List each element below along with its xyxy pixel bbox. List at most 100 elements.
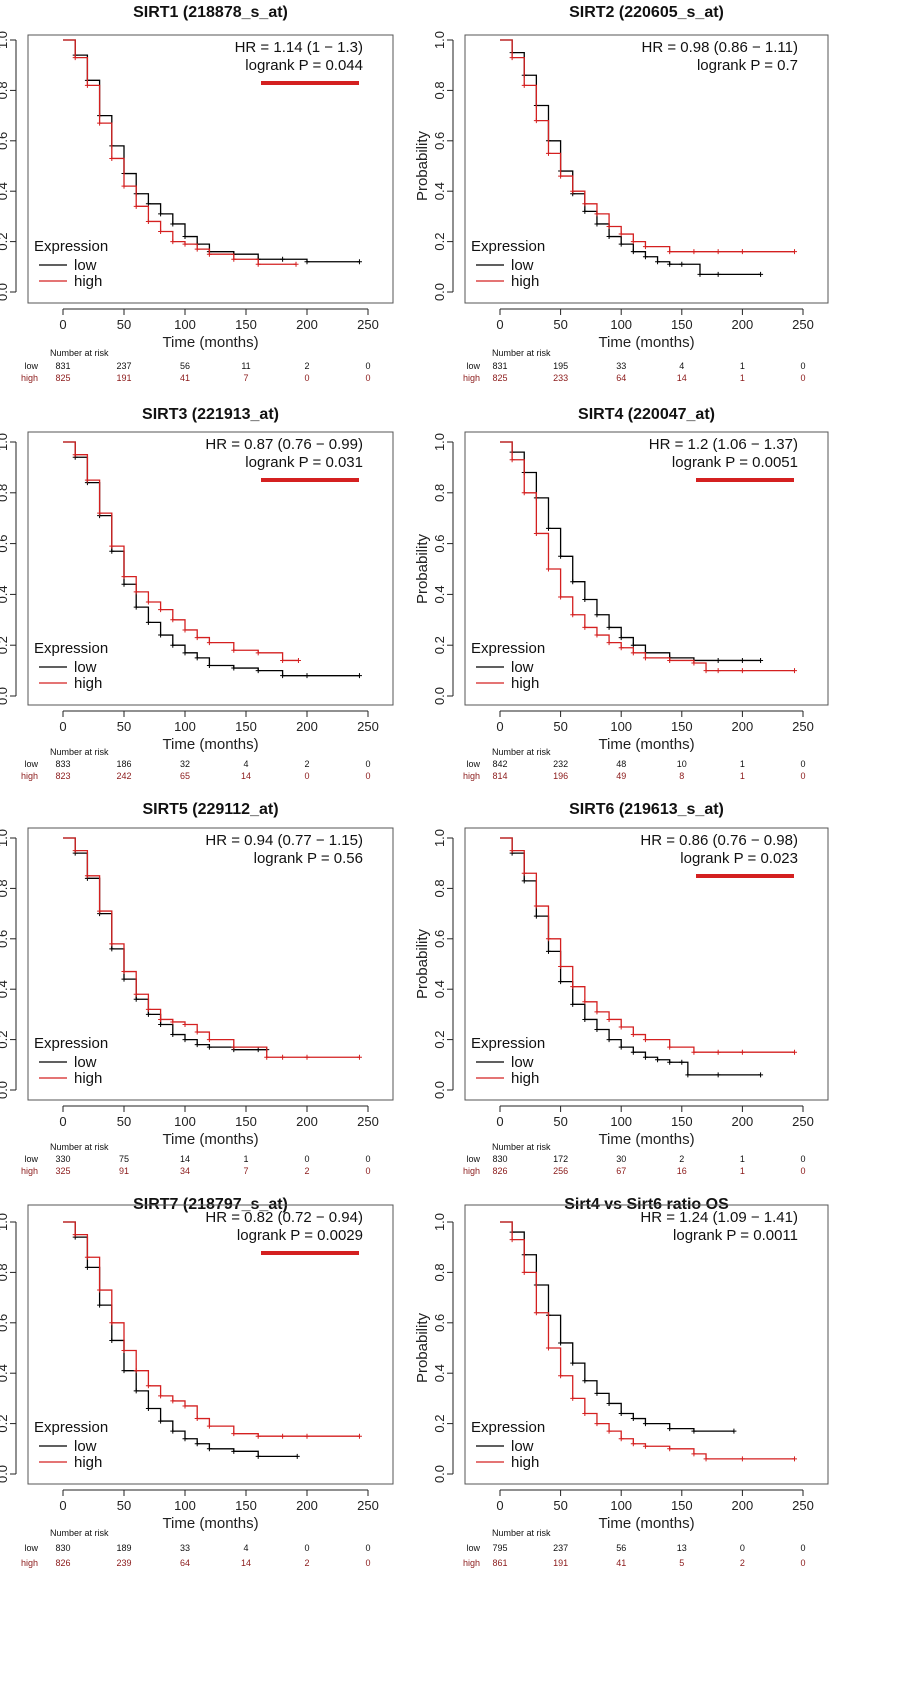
censor-mark-high xyxy=(264,1054,270,1060)
km-panel-2: SIRT2 (220605_s_at) 0.0 0.2 0.4 0.6 0.8 1.0 Pro… xyxy=(414,4,829,383)
y-tick-label: 0.0 xyxy=(0,283,10,301)
risk-count-high: 1 xyxy=(740,373,745,383)
censor-mark-low xyxy=(182,650,188,656)
censor-mark-low xyxy=(255,1047,261,1053)
risk-count-high: 14 xyxy=(677,373,687,383)
censor-mark-high xyxy=(84,1254,90,1260)
censor-mark-high xyxy=(145,1383,151,1389)
x-tick-label: 0 xyxy=(496,1114,503,1129)
censor-mark-high xyxy=(739,249,745,255)
censor-mark-high xyxy=(691,660,697,666)
risk-count-high: 191 xyxy=(553,1558,568,1568)
risk-table-label: Number at risk xyxy=(492,747,551,757)
x-tick-label: 0 xyxy=(59,1498,66,1513)
y-tick-label: 0.2 xyxy=(0,233,10,251)
censor-mark-high xyxy=(231,256,237,262)
censor-mark-high xyxy=(182,241,188,247)
logrank-p-text: logrank P = 0.0011 xyxy=(673,1227,798,1244)
risk-row-label-low: low xyxy=(24,759,38,769)
plot-frame xyxy=(27,827,394,1101)
x-tick-label: 250 xyxy=(357,1498,379,1513)
censor-mark-high xyxy=(280,657,286,663)
y-tick-label: 0.8 xyxy=(0,484,10,502)
risk-count-high: 16 xyxy=(677,1166,687,1176)
significance-bar xyxy=(696,874,794,878)
y-tick-label: 0.8 xyxy=(432,484,447,502)
risk-row-label-low: low xyxy=(466,759,480,769)
censor-mark-high xyxy=(194,246,200,252)
x-tick-label: 0 xyxy=(59,719,66,734)
censor-mark-high xyxy=(792,668,798,674)
km-panel-1: SIRT1 (218878_s_at)0.00.20.40.60.81.0Pro… xyxy=(0,4,394,383)
censor-mark-low xyxy=(356,259,362,265)
censor-mark-high xyxy=(703,1456,709,1462)
censor-mark-low xyxy=(280,673,286,679)
censor-mark-low xyxy=(145,1011,151,1017)
censor-mark-high xyxy=(280,1433,286,1439)
x-axis-label: Time (months) xyxy=(598,1515,694,1532)
censor-mark-high xyxy=(231,1431,237,1437)
chart-title: SIRT5 (229112_at) xyxy=(142,801,278,818)
plot-frame xyxy=(464,431,829,706)
km-curve-low xyxy=(63,837,267,1051)
censor-mark-high xyxy=(509,1237,515,1243)
censor-mark-low xyxy=(121,1368,127,1374)
censor-mark-high xyxy=(84,873,90,879)
risk-table-label: Number at risk xyxy=(50,747,109,757)
censor-mark-low xyxy=(182,1436,188,1442)
censor-mark-high xyxy=(133,991,139,997)
censor-mark-high xyxy=(356,1054,362,1060)
censor-mark-high xyxy=(570,612,576,618)
y-tick-label: 0.8 xyxy=(0,879,10,897)
risk-count-low: 0 xyxy=(365,759,370,769)
risk-count-low: 195 xyxy=(553,361,568,371)
legend-label-high: high xyxy=(511,1454,539,1471)
risk-table-label: Number at risk xyxy=(50,1142,109,1152)
x-tick-label: 250 xyxy=(792,1114,814,1129)
censor-mark-high xyxy=(356,1433,362,1439)
risk-row-label-low: low xyxy=(466,361,480,371)
risk-count-high: 239 xyxy=(116,1558,131,1568)
censor-mark-high xyxy=(715,249,721,255)
legend-label-high: high xyxy=(511,675,539,692)
risk-row-label-low: low xyxy=(466,1543,480,1553)
risk-count-low: 4 xyxy=(243,759,248,769)
risk-count-high: 0 xyxy=(365,771,370,781)
risk-count-high: 0 xyxy=(365,1166,370,1176)
x-tick-label: 100 xyxy=(174,719,196,734)
km-curve-low xyxy=(500,1221,734,1432)
y-tick-label: 0.6 xyxy=(432,535,447,553)
censor-mark-low xyxy=(182,1037,188,1043)
legend-label-low: low xyxy=(511,1054,534,1071)
risk-count-high: 2 xyxy=(304,1558,309,1568)
x-tick-label: 150 xyxy=(235,719,257,734)
risk-count-low: 831 xyxy=(55,361,70,371)
censor-mark-low xyxy=(630,249,636,255)
censor-mark-low xyxy=(642,254,648,260)
censor-mark-low xyxy=(109,548,115,554)
x-tick-label: 100 xyxy=(610,1114,632,1129)
censor-mark-low xyxy=(280,256,286,262)
x-tick-label: 50 xyxy=(117,1114,131,1129)
censor-mark-low xyxy=(570,579,576,585)
km-panel-7: SIRT7 (218797_s_at)0.00.20.40.60.81.0Pro… xyxy=(0,1196,394,1568)
risk-count-low: 186 xyxy=(116,759,131,769)
y-tick-label: 1.0 xyxy=(432,433,447,451)
chart-title: SIRT2 (220605_s_at) xyxy=(569,4,724,21)
censor-mark-high xyxy=(618,1024,624,1030)
censor-mark-low xyxy=(685,1072,691,1078)
risk-row-label-high: high xyxy=(463,1166,480,1176)
censor-mark-high xyxy=(570,984,576,990)
risk-row-label-low: low xyxy=(466,1154,480,1164)
censor-mark-low xyxy=(194,1441,200,1447)
y-tick-label: 0.0 xyxy=(432,283,447,301)
hazard-ratio-text: HR = 1.24 (1.09 − 1.41) xyxy=(640,1209,798,1226)
risk-count-low: 1 xyxy=(740,1154,745,1164)
risk-count-low: 172 xyxy=(553,1154,568,1164)
km-curve-high xyxy=(500,441,795,672)
censor-mark-high xyxy=(558,1373,564,1379)
censor-mark-high xyxy=(109,543,115,549)
legend-title: Expression xyxy=(471,1419,545,1436)
censor-mark-high xyxy=(558,173,564,179)
x-tick-label: 150 xyxy=(671,317,693,332)
